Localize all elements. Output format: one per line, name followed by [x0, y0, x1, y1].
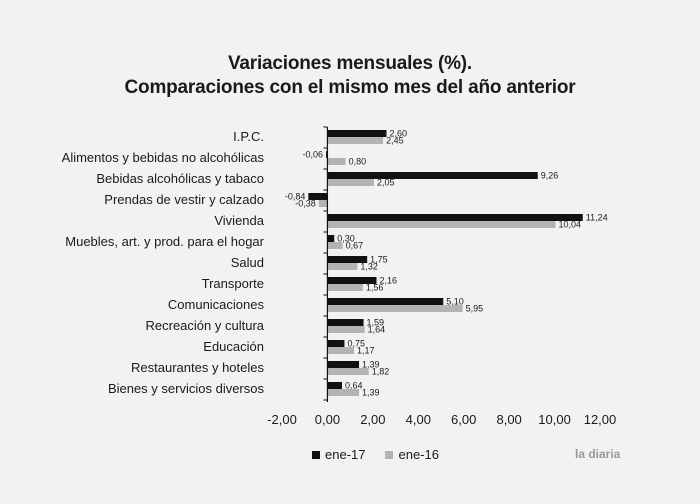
- x-tick-label: 10,00: [538, 412, 571, 427]
- bar-ene-17-bebidas-alcoholicas-y-tabaco: [327, 172, 538, 179]
- bar-ene-16-comunicaciones: [327, 305, 463, 312]
- data-label-ene-17-transporte: 2,16: [379, 276, 397, 286]
- data-label-ene-16-muebles-art-y-prod-para-el-hogar: 0,67: [346, 241, 364, 251]
- data-label-ene-16-restaurantes-y-hoteles: 1,82: [372, 367, 390, 377]
- bar-ene-17-bienes-y-servicios-diversos: [327, 382, 342, 389]
- bar-ene-16-bebidas-alcoholicas-y-tabaco: [327, 179, 374, 186]
- category-label-prendas-de-vestir-y-calzado: Prendas de vestir y calzado: [104, 192, 264, 207]
- chart-title-line1: Variaciones mensuales (%).: [227, 53, 473, 74]
- x-tick-label: 2,00: [360, 412, 385, 427]
- bar-ene-17-comunicaciones: [327, 298, 444, 305]
- legend-swatch-ene-17: [312, 450, 320, 459]
- bar-ene-16-muebles-art-y-prod-para-el-hogar: [327, 242, 343, 249]
- data-label-ene-17-muebles-art-y-prod-para-el-hogar: 0,30: [337, 234, 355, 244]
- bar-ene-17-alimentos-y-bebidas-no-alcoholicas: [326, 151, 328, 158]
- bar-ene-17-muebles-art-y-prod-para-el-hogar: [327, 235, 335, 242]
- bar-ene-16-recreacion-y-cultura: [327, 326, 365, 333]
- bar-ene-17-transporte: [327, 277, 377, 284]
- category-label-comunicaciones: Comunicaciones: [168, 297, 265, 312]
- bar-ene-17-restaurantes-y-hoteles: [327, 361, 360, 368]
- legend-item-ene-17: ene-17: [312, 447, 365, 462]
- category-label-i-p-c: I.P.C.: [233, 129, 264, 144]
- data-label-ene-17-i-p-c: 2,60: [389, 129, 407, 139]
- bar-ene-16-transporte: [327, 284, 363, 291]
- data-label-ene-17-restaurantes-y-hoteles: 1,39: [362, 360, 380, 370]
- legend-item-ene-16: ene-16: [385, 447, 439, 462]
- legend-label-ene-17: ene-17: [325, 447, 366, 462]
- category-label-vivienda: Vivienda: [214, 213, 264, 228]
- data-label-ene-17-alimentos-y-bebidas-no-alcoholicas: -0,06: [303, 150, 324, 160]
- bar-ene-16-i-p-c: [327, 137, 384, 144]
- chart-title-line2: Comparaciones con el mismo mes del año a…: [124, 77, 576, 98]
- data-label-ene-16-vivienda: 10,04: [558, 220, 581, 230]
- category-label-bienes-y-servicios-diversos: Bienes y servicios diversos: [108, 381, 265, 396]
- x-tick-label: 6,00: [451, 412, 476, 427]
- data-label-ene-17-bienes-y-servicios-diversos: 0,64: [345, 381, 363, 391]
- bar-ene-17-i-p-c: [327, 130, 387, 137]
- bar-ene-17-educacion: [327, 340, 345, 347]
- bar-ene-16-prendas-de-vestir-y-calzado: [318, 200, 328, 207]
- bar-ene-16-vivienda: [327, 221, 556, 228]
- category-label-restaurantes-y-hoteles: Restaurantes y hoteles: [131, 360, 264, 375]
- category-label-recreacion-y-cultura: Recreación y cultura: [146, 318, 265, 333]
- data-label-ene-17-bebidas-alcoholicas-y-tabaco: 9,26: [541, 171, 559, 181]
- legend-label-ene-16: ene-16: [398, 447, 439, 462]
- x-tick-label: 8,00: [496, 412, 521, 427]
- category-label-bebidas-alcoholicas-y-tabaco: Bebidas alcohólicas y tabaco: [96, 171, 264, 186]
- brand-logo-text: la diaria: [575, 447, 621, 461]
- data-label-ene-16-educacion: 1,17: [357, 346, 375, 356]
- category-label-muebles-art-y-prod-para-el-hogar: Muebles, art. y prod. para el hogar: [65, 234, 264, 249]
- bar-ene-17-salud: [327, 256, 368, 263]
- category-label-salud: Salud: [231, 255, 264, 270]
- bar-ene-16-bienes-y-servicios-diversos: [327, 389, 360, 396]
- data-label-ene-16-alimentos-y-bebidas-no-alcoholicas: 0,80: [349, 157, 367, 167]
- data-label-ene-16-i-p-c: 2,45: [386, 136, 404, 146]
- bar-ene-17-vivienda: [327, 214, 583, 221]
- bar-ene-16-alimentos-y-bebidas-no-alcoholicas: [327, 158, 346, 165]
- bar-ene-17-prendas-de-vestir-y-calzado: [308, 193, 328, 200]
- category-label-alimentos-y-bebidas-no-alcoholicas: Alimentos y bebidas no alcohólicas: [62, 150, 265, 165]
- category-label-transporte: Transporte: [202, 276, 264, 291]
- data-label-ene-17-educacion: 0,75: [347, 339, 365, 349]
- data-label-ene-17-prendas-de-vestir-y-calzado: -0,84: [285, 192, 306, 202]
- data-label-ene-16-comunicaciones: 5,95: [466, 304, 484, 314]
- x-tick-label: 12,00: [584, 412, 617, 427]
- legend: ene-17 ene-16: [312, 447, 459, 462]
- data-label-ene-16-prendas-de-vestir-y-calzado: -0,38: [295, 199, 316, 209]
- data-label-ene-17-salud: 1,75: [370, 255, 388, 265]
- data-label-ene-17-comunicaciones: 5,10: [446, 297, 464, 307]
- data-label-ene-17-vivienda: 11,24: [586, 213, 608, 223]
- data-label-ene-16-bebidas-alcoholicas-y-tabaco: 2,05: [377, 178, 395, 188]
- data-label-ene-16-recreacion-y-cultura: 1,64: [368, 325, 386, 335]
- bar-ene-17-recreacion-y-cultura: [327, 319, 364, 326]
- bar-ene-16-educacion: [327, 347, 355, 354]
- data-label-ene-16-salud: 1,32: [360, 262, 378, 272]
- legend-swatch-ene-16: [385, 450, 394, 459]
- data-label-ene-17-recreacion-y-cultura: 1,59: [367, 318, 385, 328]
- x-tick-label: 4,00: [406, 412, 431, 427]
- x-tick-label: 0,00: [315, 412, 340, 427]
- category-label-educacion: Educación: [203, 339, 264, 354]
- bar-ene-16-salud: [327, 263, 358, 270]
- x-tick-label: -2,00: [267, 412, 297, 427]
- data-label-ene-16-transporte: 1,56: [366, 283, 384, 293]
- data-label-ene-16-bienes-y-servicios-diversos: 1,39: [362, 388, 380, 398]
- bar-ene-16-restaurantes-y-hoteles: [327, 368, 369, 375]
